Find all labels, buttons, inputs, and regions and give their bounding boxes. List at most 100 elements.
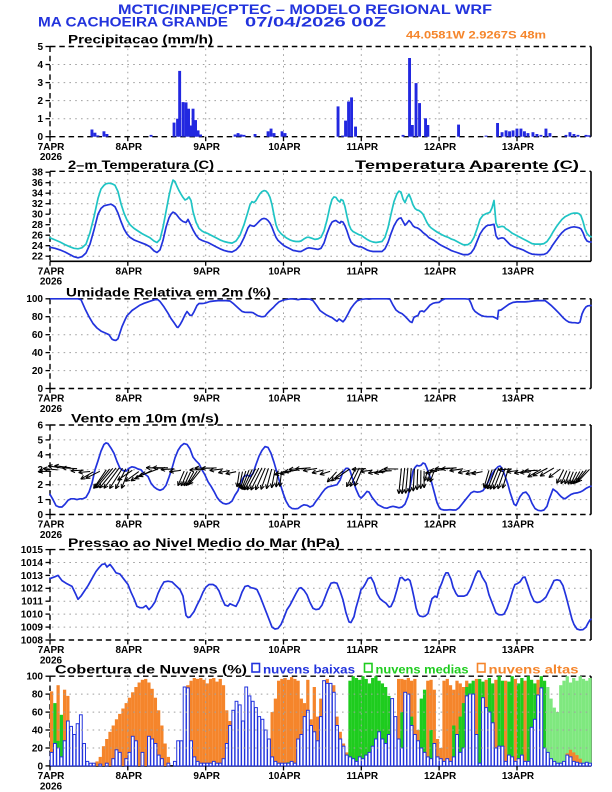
svg-text:11APR: 11APR [346,771,378,782]
svg-text:2026: 2026 [40,404,63,415]
svg-text:9APR: 9APR [193,520,220,531]
svg-text:9APR: 9APR [193,267,220,278]
svg-text:7APR: 7APR [38,142,65,153]
svg-text:80: 80 [32,312,44,323]
svg-text:1013: 1013 [21,571,44,582]
svg-text:38: 38 [32,168,44,179]
svg-text:13APR: 13APR [502,520,535,531]
svg-text:Vento em 10m (m/s): Vento em 10m (m/s) [71,413,219,425]
svg-text:2026: 2026 [40,781,63,792]
svg-text:7APR: 7APR [38,645,65,656]
svg-text:11APR: 11APR [346,520,378,531]
svg-text:8APR: 8APR [115,645,142,656]
svg-text:nuvens altas: nuvens altas [489,664,579,676]
svg-text:2: 2 [37,96,43,107]
svg-text:10APR: 10APR [268,771,301,782]
svg-text:12APR: 12APR [424,645,457,656]
svg-text:13APR: 13APR [502,645,535,656]
svg-text:7APR: 7APR [38,520,65,531]
svg-text:13APR: 13APR [502,267,535,278]
svg-text:13APR: 13APR [502,394,535,405]
svg-text:36: 36 [32,178,44,189]
svg-text:nuvens medias: nuvens medias [376,664,469,676]
svg-text:12APR: 12APR [424,142,457,153]
svg-text:2026: 2026 [40,152,63,163]
svg-text:0: 0 [37,510,43,521]
svg-text:20: 20 [32,366,44,377]
svg-text:MA CACHOEIRA GRANDE: MA CACHOEIRA GRANDE [38,15,228,30]
svg-text:11APR: 11APR [346,142,378,153]
svg-text:12APR: 12APR [424,520,457,531]
svg-text:28: 28 [32,220,44,231]
svg-text:24: 24 [32,241,44,252]
svg-text:6: 6 [37,420,43,431]
svg-text:12APR: 12APR [424,771,457,782]
svg-text:2–m Temperatura (C): 2–m Temperatura (C) [68,160,214,172]
svg-text:7APR: 7APR [38,267,65,278]
svg-text:34: 34 [32,189,44,200]
svg-text:2026: 2026 [40,277,63,288]
svg-text:80: 80 [32,690,44,701]
svg-text:10APR: 10APR [268,394,301,405]
svg-text:Umidade Relativa em 2m (%): Umidade Relativa em 2m (%) [66,287,271,299]
svg-text:8APR: 8APR [115,394,142,405]
svg-text:13APR: 13APR [502,771,535,782]
svg-text:11APR: 11APR [346,645,378,656]
svg-text:7APR: 7APR [38,394,65,405]
svg-text:100: 100 [26,672,43,683]
svg-text:0: 0 [37,384,43,395]
svg-text:10APR: 10APR [268,142,301,153]
svg-text:3: 3 [37,465,43,476]
svg-text:8APR: 8APR [115,142,142,153]
svg-text:8APR: 8APR [115,771,142,782]
svg-text:Precipitacao (mm/h): Precipitacao (mm/h) [68,35,213,47]
svg-text:4: 4 [37,450,43,461]
svg-text:1: 1 [37,495,43,506]
svg-text:1008: 1008 [21,635,44,646]
svg-text:26: 26 [32,231,44,242]
svg-text:9APR: 9APR [193,394,220,405]
svg-text:10APR: 10APR [268,267,301,278]
svg-text:1015: 1015 [21,545,44,556]
svg-text:3: 3 [37,78,43,89]
svg-text:9APR: 9APR [193,142,220,153]
svg-text:0: 0 [37,132,43,143]
svg-text:5: 5 [37,42,43,53]
svg-text:2026: 2026 [40,655,63,666]
svg-text:2026: 2026 [40,530,63,541]
svg-text:12APR: 12APR [424,394,457,405]
svg-text:32: 32 [32,199,44,210]
svg-text:100: 100 [26,294,43,305]
svg-text:8APR: 8APR [115,267,142,278]
svg-text:11APR: 11APR [346,394,378,405]
svg-text:1012: 1012 [21,584,44,595]
svg-text:10APR: 10APR [268,645,301,656]
svg-text:10APR: 10APR [268,520,301,531]
svg-text:2: 2 [37,480,43,491]
svg-text:nuvens baixas: nuvens baixas [263,664,355,676]
svg-text:Cobertura de Nuvens (%): Cobertura de Nuvens (%) [55,664,247,676]
svg-text:13APR: 13APR [502,142,535,153]
svg-text:60: 60 [32,708,44,719]
svg-text:5: 5 [37,435,43,446]
svg-text:9APR: 9APR [193,771,220,782]
svg-text:40: 40 [32,725,44,736]
svg-text:30: 30 [32,210,44,221]
svg-text:1: 1 [37,114,43,125]
svg-text:Pressao ao Nivel Medio do Mar: Pressao ao Nivel Medio do Mar (hPa) [68,538,340,550]
svg-text:44.0581W 2.9267S 48m: 44.0581W 2.9267S 48m [406,30,546,42]
svg-text:40: 40 [32,348,44,359]
svg-text:MCTIC/INPE/CPTEC – MODELO REGI: MCTIC/INPE/CPTEC – MODELO REGIONAL WRF [118,2,492,17]
svg-text:0: 0 [37,761,43,772]
svg-text:07/04/2026 00Z: 07/04/2026 00Z [245,15,386,30]
svg-text:1009: 1009 [21,623,44,634]
svg-text:1014: 1014 [21,558,44,569]
svg-text:11APR: 11APR [346,267,378,278]
svg-text:7APR: 7APR [38,771,65,782]
svg-text:Temperatura Aparente (C): Temperatura Aparente (C) [355,160,579,172]
svg-text:1011: 1011 [21,597,43,608]
svg-text:12APR: 12APR [424,267,457,278]
svg-text:60: 60 [32,330,44,341]
svg-text:22: 22 [32,252,44,263]
svg-text:4: 4 [37,60,43,71]
